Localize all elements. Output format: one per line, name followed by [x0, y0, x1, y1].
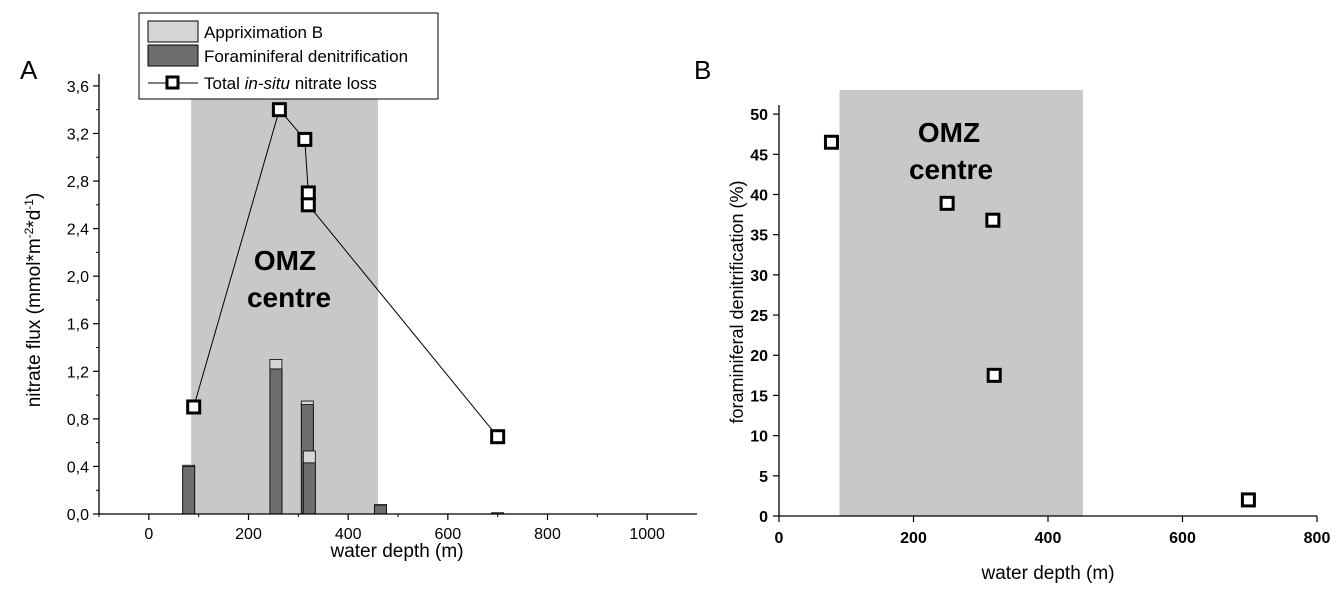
y-axis-label: foraminiferal denitrification (%): [727, 180, 747, 423]
legend-swatch-foraminiferal: [147, 44, 199, 67]
x-tick-label: 800: [1304, 530, 1331, 547]
x-tick-label: 0: [775, 530, 784, 547]
total-series-line: [193, 108, 499, 438]
y-tick-label: 0,0: [67, 507, 89, 524]
y-tick-label: 1,2: [67, 364, 89, 381]
y-axis-label-part: *d: [24, 210, 45, 228]
scatter-marker: [1240, 492, 1256, 508]
y-tick-label: 2,0: [67, 269, 89, 286]
x-tick-label: 200: [235, 526, 262, 543]
panel-b-letter: B: [694, 55, 711, 85]
bar-foraminiferal-denitrification: [269, 368, 283, 515]
legend-label-foraminiferal: Foraminiferal denitrification: [204, 47, 408, 66]
legend-label-total-part3: nitrate loss: [290, 74, 377, 93]
y-tick-label: 0,4: [67, 459, 89, 476]
x-tick-label: 600: [1169, 530, 1196, 547]
y-axis-label-part: -2: [22, 227, 36, 238]
omz-label-line1: OMZ: [918, 117, 980, 148]
omz-band: [839, 90, 1083, 516]
x-tick-label: 200: [900, 530, 927, 547]
total-series-marker: [300, 185, 316, 201]
omz-label-line2: centre: [909, 154, 993, 185]
total-series-marker: [271, 102, 287, 118]
bar-foraminiferal-denitrification: [182, 466, 196, 515]
legend-label-total-italic: in-situ: [245, 74, 291, 93]
y-tick-label: 2,8: [67, 174, 89, 191]
total-series-marker: [297, 131, 313, 147]
x-tick-label: 400: [1035, 530, 1062, 547]
bar-foraminiferal-denitrification: [302, 462, 316, 515]
x-tick-label: 0: [144, 526, 153, 543]
y-axis-label-part: ): [24, 193, 45, 199]
legend-label-approximation: Appriximation B: [204, 23, 323, 42]
panel-a-letter: A: [20, 55, 38, 85]
total-series-marker: [186, 399, 202, 415]
y-tick-label: 5: [759, 469, 768, 486]
y-tick-label: 30: [750, 268, 768, 285]
y-tick-label: 1,6: [67, 317, 89, 334]
omz-band-rect: [191, 74, 379, 514]
x-tick-label: 1000: [629, 526, 665, 543]
y-tick-label: 35: [750, 228, 768, 245]
y-tick-label: 3,2: [67, 126, 89, 143]
y-tick-label: 3,6: [67, 79, 89, 96]
y-tick-label: 2,4: [67, 222, 89, 239]
y-tick-label: 50: [750, 107, 768, 124]
y-tick-label: 0,8: [67, 412, 89, 429]
y-tick-label: 10: [750, 429, 768, 446]
x-axis-label: water depth (m): [980, 563, 1114, 584]
scatter-marker: [986, 367, 1002, 383]
legend-swatch-approximation: [147, 20, 199, 43]
axes: 0 5 10 15 20 25 30 35 40 45 50 0 200 400 600 800: [750, 105, 1330, 547]
total-series-marker: [300, 197, 316, 213]
omz-band-rect: [839, 90, 1083, 516]
y-tick-label: 25: [750, 308, 768, 325]
scatter-marker: [985, 212, 1001, 228]
omz-label-line2: centre: [247, 282, 331, 313]
legend: Appriximation B Foraminiferal denitrific…: [138, 12, 439, 100]
x-tick-label: 800: [534, 526, 561, 543]
bars: [182, 359, 505, 515]
legend-label-total: Total in-situ nitrate loss: [204, 74, 377, 93]
legend-marker-total: [165, 75, 180, 90]
scatter-marker: [939, 195, 955, 211]
y-axis-label-part: nitrate flux (mmol*m: [24, 238, 45, 407]
omz-band: [191, 74, 379, 514]
y-axis-label-part: -1: [22, 199, 36, 210]
axes: 0,0 0,4 0,8 1,2 1,6 2,0 2,4 2,8 3,2 3,6 0 200 400 600…: [67, 74, 697, 543]
omz-label-line1: OMZ: [254, 245, 316, 276]
y-axis-label: nitrate flux (mmol*m-2*d-1): [22, 193, 45, 408]
scatter-points: [823, 134, 1256, 508]
scatter-marker: [823, 134, 839, 150]
y-tick-label: 0: [759, 509, 768, 526]
total-nitrate-loss-series: [186, 102, 506, 445]
y-tick-label: 15: [750, 388, 768, 405]
bar-foraminiferal-denitrification: [374, 505, 387, 515]
x-tick-label: 400: [335, 526, 362, 543]
panel-a: A 0,0 0,4 0,8 1,2 1,6 2,0 2,4 2,8 3,2 3,6 0 200 400 6…: [20, 12, 697, 562]
legend-label-total-part1: Total: [204, 74, 245, 93]
y-tick-label: 40: [750, 187, 768, 204]
total-series-marker: [490, 429, 506, 445]
x-axis-label: water depth (m): [329, 541, 463, 562]
y-tick-label: 45: [750, 147, 768, 164]
y-tick-label: 20: [750, 348, 768, 365]
x-tick-label: 600: [434, 526, 461, 543]
